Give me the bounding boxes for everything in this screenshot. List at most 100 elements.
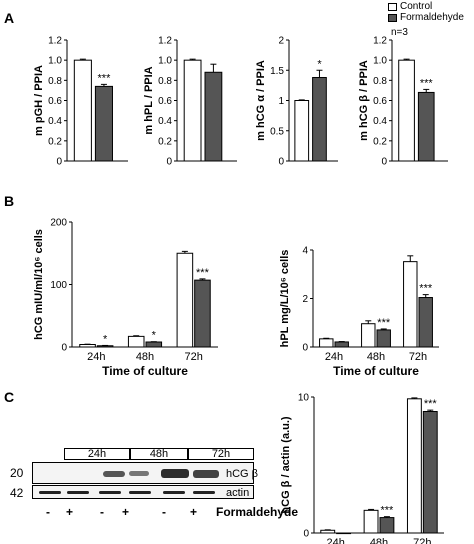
hpl-ylabel: m hPL / PPIA <box>143 66 155 134</box>
hcgb-ylabel: m hCG β / PPIA <box>358 60 370 141</box>
legend-control: Control <box>388 1 464 12</box>
b-hcg-significance: * <box>152 330 157 342</box>
blot-lane-24h: 24h <box>64 448 130 460</box>
hcgb-ytick-label: 1.2 <box>373 36 387 47</box>
c-hcgb-ylabel: hCG β / actin (a.u.) <box>280 416 292 514</box>
b-hcg-ytick-label: 200 <box>50 218 67 229</box>
c-hcgb-xtick-label: 72h <box>413 537 431 544</box>
panel-label-c: C <box>4 389 15 405</box>
c-hcgb-xtick-label: 48h <box>370 537 388 544</box>
legend-formaldehyde-swatch <box>388 13 397 22</box>
b-hcg-xtick-label: 24h <box>87 351 105 363</box>
hpl-ytick-label: 1.0 <box>158 56 172 67</box>
hcgb-ytick-label: 0.8 <box>373 76 387 87</box>
hpl-ytick-label: 0.2 <box>158 136 172 147</box>
b-hpl-xtick-label: 48h <box>367 351 385 363</box>
pgh-bar-control <box>73 59 92 162</box>
b-hpl-xtick-label: 24h <box>325 351 343 363</box>
c-hcgb-ytick-label: 0 <box>303 529 309 540</box>
b-hpl-bar-formaldehyde <box>334 341 349 348</box>
treatment-label: Formaldehyde <box>216 505 299 519</box>
legend-control-label: Control <box>400 1 433 12</box>
b-hcg-bar-control <box>79 344 96 348</box>
legend-n: n=3 <box>391 27 408 38</box>
actin-band-3 <box>99 491 121 494</box>
actin-band-2 <box>67 491 89 494</box>
pgh-ytick-label: 0.2 <box>48 136 62 147</box>
c-hcgb-bar-formaldehyde <box>379 517 395 534</box>
sign-6: + <box>190 505 198 519</box>
pgh-bar-formaldehyde <box>94 85 113 162</box>
pgh-ylabel: m pGH / PPIA <box>33 65 45 136</box>
b-hpl-bar-control <box>403 261 418 348</box>
b-hpl-ytick-label: 2 <box>302 294 308 305</box>
b-hpl-bar-control <box>361 323 376 348</box>
pgh-ytick-label: 1.0 <box>48 56 62 67</box>
b-hcg-significance: *** <box>196 267 210 279</box>
c-hcgb-ytick-label: 10 <box>298 393 310 404</box>
panel-label-a: A <box>4 10 15 26</box>
pgh-ytick-label: 1.2 <box>48 36 62 47</box>
blot-lane-72h: 72h <box>188 448 254 460</box>
mw-marker-20: 20 <box>10 466 24 480</box>
hcgb-ytick-label: 0.6 <box>373 96 387 107</box>
mw-marker-42: 42 <box>10 486 24 500</box>
pgh-ytick-label: 0.4 <box>48 116 62 127</box>
b-hcg-xlabel: Time of culture <box>102 364 188 378</box>
actin-band-4 <box>129 491 151 494</box>
actin-band-5 <box>163 491 185 494</box>
b-hpl-xtick-label: 72h <box>409 351 427 363</box>
hpl-ytick-label: 0 <box>166 157 172 168</box>
pgh-ytick-label: 0.6 <box>48 96 62 107</box>
hpl-bar-formaldehyde <box>204 71 223 162</box>
hcgb-significance: *** <box>420 77 434 89</box>
b-hpl-bar-formaldehyde <box>376 329 391 348</box>
hcga-ytick-label: 2 <box>278 36 284 47</box>
hcgb-bar-control <box>398 59 415 162</box>
sign-5: - <box>162 505 166 519</box>
c-hcgb-significance: *** <box>424 398 438 410</box>
b-hcg-ytick-label: 0 <box>61 343 67 354</box>
hcgb-ytick-label: 0.2 <box>373 136 387 147</box>
hcga-ytick-label: 1 <box>278 96 284 107</box>
hcga-ytick-label: 0.5 <box>270 126 284 137</box>
b-hpl-ylabel: hPL mg/L/10⁶ cells <box>279 250 291 348</box>
hpl-ytick-label: 0.8 <box>158 76 172 87</box>
legend-control-swatch <box>388 2 397 11</box>
hpl-ytick-label: 0.4 <box>158 116 172 127</box>
hcga-bar-control <box>294 100 310 162</box>
b-hpl-xlabel: Time of culture <box>333 364 419 378</box>
hpl-ytick-label: 1.2 <box>158 36 172 47</box>
hcgb-ytick-label: 0.4 <box>373 116 387 127</box>
hpl-bar-control <box>183 59 202 162</box>
b-hcg-significance: * <box>103 333 108 345</box>
b-hcg-bar-formaldehyde <box>194 279 211 348</box>
b-hcg-ytick-label: 100 <box>50 280 67 291</box>
band-label-actin: actin <box>226 487 250 499</box>
hpl-ytick-label: 0.6 <box>158 96 172 107</box>
b-hpl-significance: *** <box>377 317 391 329</box>
hcga-bar-formaldehyde <box>312 77 327 162</box>
band-48h-plus <box>129 471 149 476</box>
legend-formaldehyde: Formaldehyde <box>388 12 464 23</box>
b-hcg-xtick-label: 48h <box>136 351 154 363</box>
c-hcgb-bar-formaldehyde <box>336 532 352 535</box>
c-hcgb-bar-control <box>320 529 336 534</box>
b-hcg-xtick-label: 72h <box>184 351 202 363</box>
actin-band-1 <box>39 491 61 494</box>
actin-band-6 <box>193 491 215 494</box>
hcgb-ytick-label: 0 <box>381 157 387 168</box>
b-hpl-significance: *** <box>419 283 433 295</box>
b-hcg-bar-formaldehyde <box>145 341 163 348</box>
blot-strip-hcgb <box>32 462 254 484</box>
sign-4: + <box>122 505 130 519</box>
panel-label-b: B <box>4 193 15 209</box>
hcgb-bar-formaldehyde <box>417 91 435 162</box>
hcga-ytick-label: 1.5 <box>270 66 284 77</box>
hcga-ytick-label: 0 <box>278 157 284 168</box>
b-hpl-ytick-label: 0 <box>302 343 308 354</box>
sign-2: + <box>66 505 74 519</box>
blot-strip-actin <box>32 485 254 499</box>
c-hcgb-significance: *** <box>381 505 395 517</box>
